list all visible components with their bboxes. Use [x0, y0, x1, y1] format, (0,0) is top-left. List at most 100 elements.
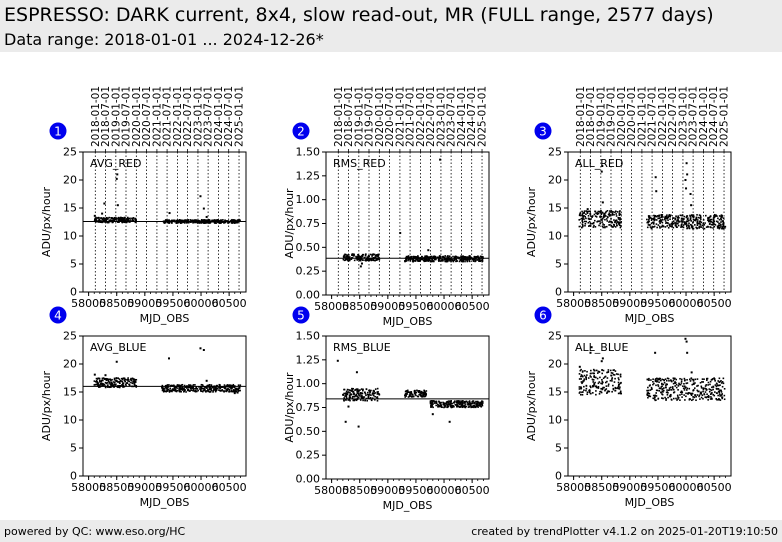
data-point: [162, 390, 165, 393]
data-point: [620, 224, 622, 227]
data-point: [480, 259, 483, 262]
data-point: [696, 220, 699, 223]
data-point: [712, 218, 715, 221]
data-point: [701, 224, 704, 227]
data-point: [199, 347, 202, 350]
data-point: [468, 401, 471, 403]
data-point: [662, 391, 664, 393]
data-point: [359, 389, 361, 391]
data-point: [685, 340, 688, 343]
data-point: [465, 258, 467, 260]
data-point: [611, 390, 613, 393]
data-point: [451, 402, 453, 405]
data-point: [200, 390, 202, 393]
data-point: [173, 220, 175, 222]
data-point: [653, 218, 655, 221]
y-tick-label: 10: [63, 230, 77, 243]
data-point: [611, 221, 613, 224]
x-tick-label: 58000: [71, 297, 106, 310]
data-point: [232, 385, 234, 387]
data-point: [95, 219, 97, 222]
data-point: [661, 388, 664, 391]
y-tick-label: 5: [555, 258, 562, 271]
data-point: [684, 337, 687, 340]
data-point: [131, 377, 134, 380]
data-point: [237, 390, 240, 392]
data-point: [234, 387, 237, 390]
data-point: [619, 386, 621, 388]
data-point: [223, 386, 225, 389]
data-point: [117, 381, 120, 383]
date-tick-label: 2018-01-01: [575, 86, 587, 147]
data-point: [605, 388, 608, 390]
data-point: [466, 401, 469, 404]
data-point: [595, 393, 597, 396]
data-point: [470, 402, 473, 405]
data-point: [665, 217, 668, 220]
data-point: [408, 395, 411, 398]
data-point: [601, 201, 604, 204]
data-point: [438, 400, 440, 403]
data-point: [722, 221, 725, 224]
data-point: [372, 258, 375, 261]
data-point: [450, 406, 452, 408]
data-point: [667, 389, 670, 392]
data-point: [180, 390, 182, 393]
data-point: [480, 405, 483, 408]
data-point: [685, 382, 688, 385]
data-point: [205, 386, 208, 388]
data-point: [96, 378, 99, 380]
data-point: [711, 224, 714, 226]
data-point: [684, 399, 686, 401]
data-point: [202, 220, 205, 222]
data-point: [589, 375, 592, 377]
data-point: [692, 389, 694, 392]
data-point: [438, 404, 440, 406]
data-point: [605, 215, 607, 217]
panel-number: 2: [297, 125, 305, 139]
data-point: [446, 401, 448, 403]
data-point: [118, 218, 120, 221]
data-point: [696, 219, 699, 221]
data-point: [657, 385, 660, 387]
data-point: [720, 217, 722, 220]
data-point: [460, 405, 463, 407]
data-point: [714, 224, 717, 226]
data-point: [115, 383, 117, 386]
data-point: [618, 383, 621, 385]
data-point: [182, 221, 185, 223]
data-point: [672, 388, 675, 391]
data-point: [343, 392, 345, 395]
data-point: [686, 220, 689, 223]
data-point: [187, 221, 190, 224]
data-point: [618, 222, 621, 225]
data-point: [710, 397, 713, 400]
data-point: [655, 395, 658, 397]
data-point: [583, 379, 585, 382]
data-point: [469, 403, 472, 406]
data-point: [370, 399, 373, 401]
data-point: [105, 217, 108, 220]
y-axis-label: ADU/px/hour: [525, 370, 538, 441]
data-point: [112, 381, 115, 383]
y-tick-label: 0.00: [296, 289, 321, 302]
data-point: [123, 379, 126, 382]
data-point: [597, 370, 600, 373]
data-point: [613, 369, 615, 371]
data-point: [670, 393, 672, 396]
data-point: [702, 381, 704, 383]
data-point: [684, 387, 686, 389]
data-point: [460, 400, 463, 402]
data-point: [462, 259, 465, 262]
data-point: [134, 381, 136, 384]
data-point: [425, 392, 427, 395]
data-point: [593, 219, 596, 222]
data-point: [690, 204, 693, 207]
data-point: [220, 221, 222, 223]
data-point: [414, 260, 416, 262]
data-point: [440, 401, 442, 404]
data-point: [116, 386, 119, 388]
data-point: [607, 369, 610, 371]
data-point: [416, 395, 419, 398]
data-point: [103, 383, 106, 386]
